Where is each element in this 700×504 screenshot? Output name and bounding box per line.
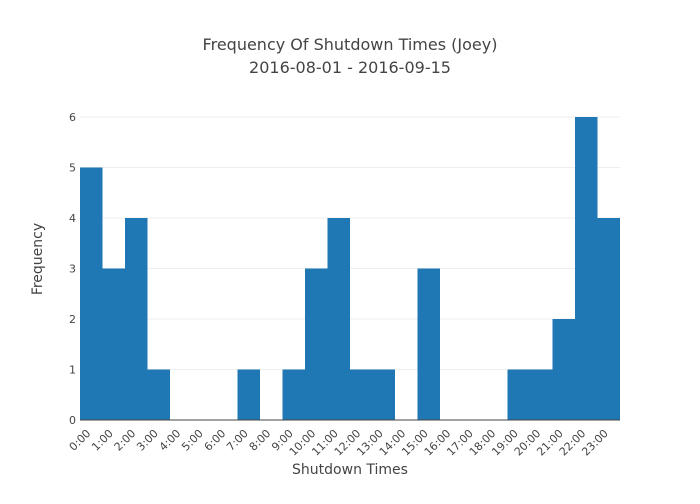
bar-1-00 [102, 268, 125, 420]
chart-subtitle: 2016-08-01 - 2016-09-15 [249, 58, 451, 77]
x-tick-label: 5:00 [179, 427, 206, 454]
bar-0-00 [80, 167, 103, 420]
x-tick-label: 2:00 [112, 427, 139, 454]
bar-13-00 [372, 369, 395, 420]
y-tick-label: 1 [69, 364, 76, 377]
bar-20-00 [530, 369, 553, 420]
y-tick-label: 2 [69, 313, 76, 326]
y-tick-label: 5 [69, 162, 76, 175]
bar-11-00 [327, 218, 350, 420]
y-tick-label: 6 [69, 111, 76, 124]
y-tick-label: 4 [69, 212, 76, 225]
bar-21-00 [552, 319, 575, 420]
x-tick-label: 4:00 [157, 427, 184, 454]
x-tick-label: 3:00 [134, 427, 161, 454]
bar-10-00 [305, 268, 328, 420]
bar-2-00 [125, 218, 148, 420]
bar-12-00 [350, 369, 373, 420]
bar-7-00 [237, 369, 260, 420]
x-tick-label: 1:00 [89, 427, 116, 454]
y-tick-label: 3 [69, 263, 76, 276]
bar-22-00 [575, 117, 598, 420]
x-tick-label: 7:00 [224, 427, 251, 454]
bar-3-00 [147, 369, 170, 420]
x-tick-label: 0:00 [67, 427, 94, 454]
x-tick-label: 23:00 [579, 427, 611, 459]
x-tick-label: 8:00 [247, 427, 274, 454]
chart-title: Frequency Of Shutdown Times (Joey) [203, 35, 498, 54]
x-axis-title: Shutdown Times [292, 462, 408, 478]
x-tick-label: 6:00 [202, 427, 229, 454]
bars [80, 117, 620, 420]
bar-15-00 [417, 268, 440, 420]
bar-23-00 [597, 218, 620, 420]
bar-9-00 [282, 369, 305, 420]
y-axis-title: Frequency [30, 223, 46, 295]
y-tick-label: 0 [69, 414, 76, 427]
bar-19-00 [507, 369, 530, 420]
